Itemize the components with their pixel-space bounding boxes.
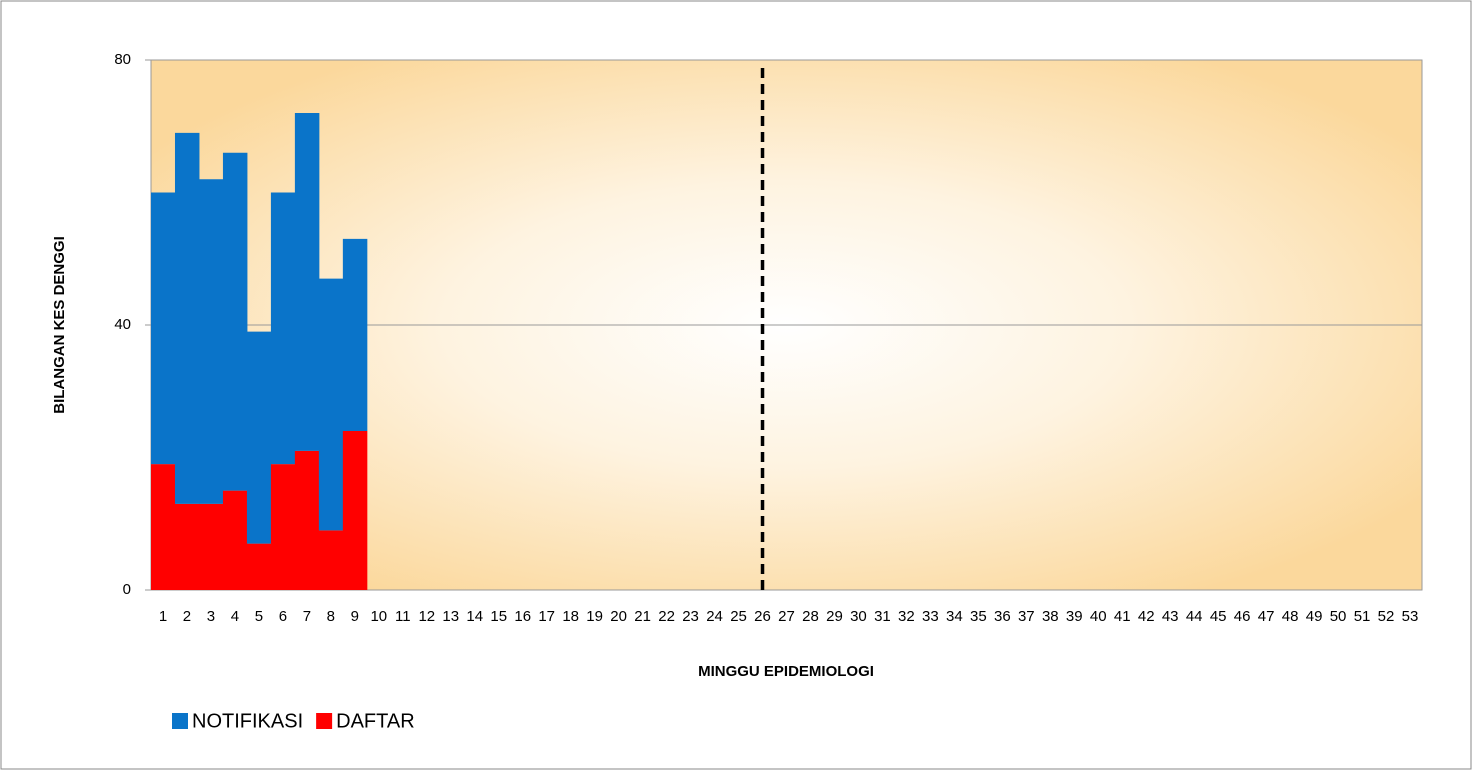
x-tick-label: 3 (207, 608, 215, 625)
x-tick-label: 36 (994, 608, 1011, 625)
x-tick-label: 49 (1306, 608, 1323, 625)
x-tick-label: 31 (874, 608, 891, 625)
bar (270, 192, 296, 465)
x-tick-label: 41 (1114, 608, 1131, 625)
x-tick-label: 39 (1066, 608, 1083, 625)
x-tick-label: 42 (1138, 608, 1155, 625)
x-tick-label: 5 (255, 608, 263, 625)
x-tick-label: 50 (1330, 608, 1347, 625)
x-tick-label: 27 (778, 608, 795, 625)
bar (174, 503, 200, 590)
bar (174, 132, 200, 504)
x-tick-label: 45 (1210, 608, 1227, 625)
x-tick-label: 15 (490, 608, 507, 625)
bar (342, 431, 368, 590)
x-tick-label: 40 (1090, 608, 1107, 625)
x-tick-label: 9 (351, 608, 359, 625)
y-tick-label: 80 (114, 51, 131, 68)
bar (222, 152, 248, 491)
x-tick-label: 11 (395, 608, 411, 625)
x-tick-label: 44 (1186, 608, 1203, 625)
x-tick-label: 17 (538, 608, 555, 625)
bar (198, 503, 224, 590)
bar (151, 464, 176, 590)
x-tick-label: 51 (1354, 608, 1371, 625)
x-tick-label: 34 (946, 608, 963, 625)
x-tick-label: 24 (706, 608, 723, 625)
x-tick-label: 30 (850, 608, 867, 625)
x-tick-label: 21 (634, 608, 651, 625)
legend-swatch (316, 713, 333, 729)
x-tick-label: 48 (1282, 608, 1299, 625)
legend-swatch (172, 713, 188, 729)
x-tick-label: 4 (231, 608, 239, 625)
bar (222, 490, 248, 590)
bar (294, 450, 320, 590)
x-tick-label: 6 (279, 608, 287, 625)
bar (342, 238, 368, 431)
bar (318, 278, 344, 531)
y-axis-title: BILANGAN KES DENGGI (51, 236, 68, 414)
x-tick-label: 20 (610, 608, 627, 625)
x-tick-label: 12 (418, 608, 435, 625)
y-tick-label: 40 (114, 316, 131, 333)
x-tick-label: 28 (802, 608, 819, 625)
x-tick-label: 26 (754, 608, 771, 625)
bar (294, 113, 320, 451)
x-tick-label: 14 (466, 608, 483, 625)
y-tick-label: 0 (123, 581, 131, 598)
legend-label: NOTIFIKASI (192, 710, 303, 732)
x-tick-label: 18 (562, 608, 579, 625)
x-tick-label: 33 (922, 608, 939, 625)
bar (246, 543, 272, 590)
x-tick-label: 52 (1378, 608, 1395, 625)
x-tick-label: 19 (586, 608, 603, 625)
x-tick-label: 29 (826, 608, 843, 625)
x-tick-label: 8 (327, 608, 335, 625)
x-tick-label: 2 (183, 608, 191, 625)
x-tick-label: 47 (1258, 608, 1275, 625)
x-tick-label: 35 (970, 608, 987, 625)
x-tick-label: 1 (159, 608, 167, 625)
x-tick-label: 13 (442, 608, 459, 625)
bar (270, 464, 296, 590)
x-tick-label: 53 (1402, 608, 1419, 625)
x-tick-label: 25 (730, 608, 747, 625)
bar (246, 331, 272, 544)
x-tick-label: 16 (514, 608, 531, 625)
bar (318, 530, 344, 590)
x-axis-title: MINGGU EPIDEMIOLOGI (698, 663, 874, 680)
x-tick-label: 46 (1234, 608, 1251, 625)
x-tick-label: 43 (1162, 608, 1179, 625)
x-tick-label: 38 (1042, 608, 1059, 625)
x-tick-label: 23 (682, 608, 699, 625)
x-tick-label: 22 (658, 608, 675, 625)
bar (151, 192, 176, 465)
x-tick-label: 7 (303, 608, 311, 625)
x-tick-label: 37 (1018, 608, 1035, 625)
bar (198, 179, 224, 504)
x-tick-label: 10 (370, 608, 387, 625)
x-tick-label: 32 (898, 608, 915, 625)
legend-label: DAFTAR (336, 710, 415, 732)
